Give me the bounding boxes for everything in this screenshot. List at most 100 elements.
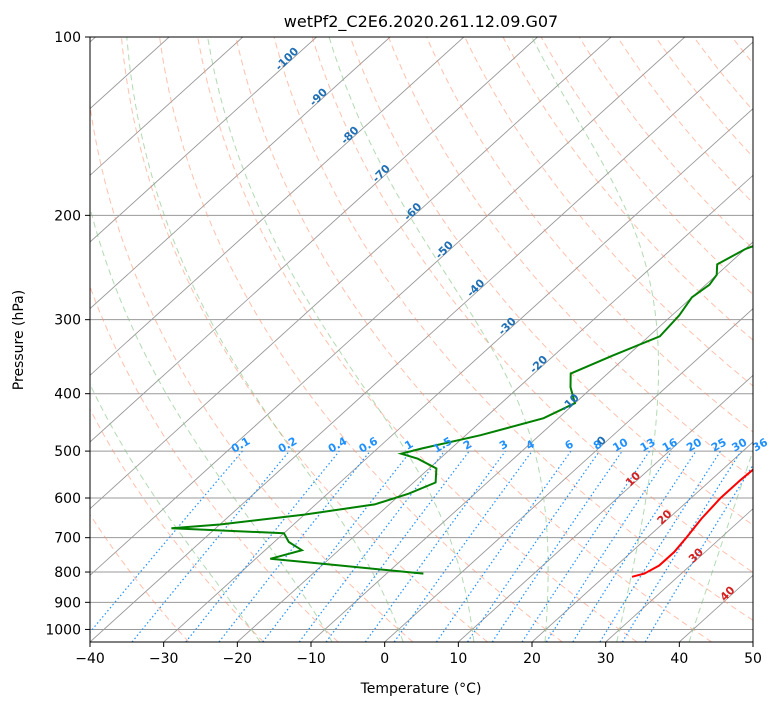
moist-adiabat — [90, 205, 333, 642]
mixing-ratio-line — [185, 450, 340, 642]
moist-adiabat — [207, 37, 475, 642]
mixing-ratio-line — [90, 450, 243, 634]
temperature-profile — [631, 468, 753, 578]
mixing-ratio-label: 3 — [497, 438, 510, 453]
y-tick-label: 400 — [54, 387, 81, 403]
dry-adiabat — [540, 37, 753, 296]
isotherm-label: 10 — [623, 469, 643, 489]
isotherm-label: -30 — [496, 314, 519, 337]
isotherm-label: -50 — [433, 238, 456, 261]
isotherm-line — [90, 37, 612, 510]
dry-adiabat — [311, 37, 753, 574]
mixing-ratio-label: 16 — [660, 435, 680, 454]
isotherm-label: -70 — [370, 162, 393, 185]
dry-adiabat — [120, 37, 488, 642]
mixing-ratio-line — [521, 450, 651, 642]
x-tick-label: −10 — [296, 651, 326, 667]
y-tick-label: 500 — [54, 444, 81, 460]
x-tick-label: 10 — [449, 651, 467, 667]
isotherm-line — [90, 37, 318, 243]
x-tick-label: 40 — [670, 651, 688, 667]
dry-adiabat — [235, 37, 712, 642]
isotherm-label: -20 — [527, 353, 550, 376]
y-tick-label: 900 — [54, 595, 81, 611]
y-axis-ticks: 100 200 300 400 500 600 700 800 900 1000 — [45, 30, 90, 638]
isotherm-line — [90, 37, 244, 176]
isotherm-label: 40 — [718, 583, 738, 603]
background-lines — [90, 37, 753, 642]
mixing-ratio-label: 0.4 — [326, 434, 350, 455]
y-tick-label: 1000 — [45, 622, 81, 638]
mixing-ratio-line — [298, 450, 445, 642]
mixing-ratio-line — [131, 450, 290, 642]
mixing-ratio-line — [621, 450, 742, 642]
dry-adiabat — [197, 37, 638, 642]
y-tick-label: 700 — [54, 531, 81, 547]
x-tick-label: 20 — [523, 651, 541, 667]
mixing-ratio-line — [364, 450, 506, 642]
mixing-ratio-label: 30 — [729, 435, 749, 454]
isotherm-line — [90, 37, 686, 576]
isotherm-line — [90, 37, 465, 376]
y-tick-label: 300 — [54, 313, 81, 329]
mixing-ratio-line — [467, 450, 600, 642]
y-tick-label: 600 — [54, 491, 81, 507]
x-tick-label: −30 — [149, 651, 179, 667]
isotherm-label: -100 — [273, 44, 302, 73]
y-tick-label: 800 — [54, 565, 81, 581]
isotherm-label: -40 — [464, 276, 487, 299]
dewpoint-profile — [171, 245, 753, 575]
mixing-ratio-line — [644, 464, 753, 642]
dry-adiabat — [90, 285, 339, 642]
y-tick-label: 100 — [54, 30, 81, 46]
isotherm-label: -80 — [338, 124, 361, 147]
isotherm-line — [457, 374, 753, 642]
dry-adiabat — [731, 37, 753, 65]
isotherm-label: -60 — [401, 200, 424, 223]
isotherm-label: -10 — [559, 391, 582, 414]
dry-adiabat — [426, 37, 753, 433]
dry-adiabat — [654, 37, 753, 158]
dry-adiabat — [349, 37, 753, 526]
moist-adiabat — [90, 383, 261, 642]
mixing-ratio-label: 1.5 — [431, 435, 454, 456]
moist-adiabat — [126, 37, 404, 642]
dry-adiabat — [693, 37, 753, 112]
mixing-ratio-label: 13 — [638, 436, 658, 455]
dry-adiabat — [502, 37, 753, 341]
mixing-ratio-line — [572, 450, 697, 642]
isotherm-line — [163, 108, 753, 642]
mixing-ratio-line — [325, 450, 470, 642]
mixing-ratio-label: 0.1 — [229, 435, 252, 456]
x-axis-ticks: −40 −30 −20 −10 0 10 20 30 40 50 — [75, 642, 762, 667]
isotherm-line — [90, 37, 539, 443]
isotherm-line — [310, 241, 753, 642]
dry-adiabat — [387, 37, 753, 479]
moist-adiabat — [688, 449, 753, 642]
isotherm-line — [90, 37, 170, 110]
y-axis-label: Pressure (hPa) — [11, 290, 27, 390]
isotherm-label: -90 — [307, 85, 330, 108]
dry-adiabat — [90, 408, 264, 642]
contour-labels: 0.1 0.2 0.4 0.6 1 1.5 2 3 4 6 8 10 13 16 20 25 30 36-100-… — [229, 44, 770, 603]
isotherm-line — [90, 37, 391, 310]
x-tick-label: −40 — [75, 651, 105, 667]
mixing-ratio-label: 6 — [563, 437, 576, 452]
dry-adiabat — [90, 102, 414, 642]
chart-title: wetPf2_C2E6.2020.261.12.09.G07 — [284, 12, 558, 32]
isotherm-line — [236, 174, 753, 642]
mixing-ratio-label: 10 — [611, 435, 631, 454]
moist-adiabat — [328, 37, 549, 642]
x-tick-label: −20 — [223, 651, 253, 667]
isotherm-line — [605, 508, 753, 642]
mixing-ratio-line — [393, 450, 533, 642]
profiles — [171, 245, 753, 578]
y-tick-label: 200 — [54, 208, 81, 224]
isotherm-label: 30 — [686, 545, 706, 565]
mixing-ratio-label: 2 — [461, 438, 474, 453]
dry-adiabat — [616, 37, 753, 204]
x-axis-label: Temperature (°C) — [360, 681, 482, 697]
mixing-ratio-line — [491, 450, 623, 642]
mixing-ratio-label: 0.6 — [357, 434, 381, 455]
mixing-ratio-label: 25 — [709, 436, 729, 455]
